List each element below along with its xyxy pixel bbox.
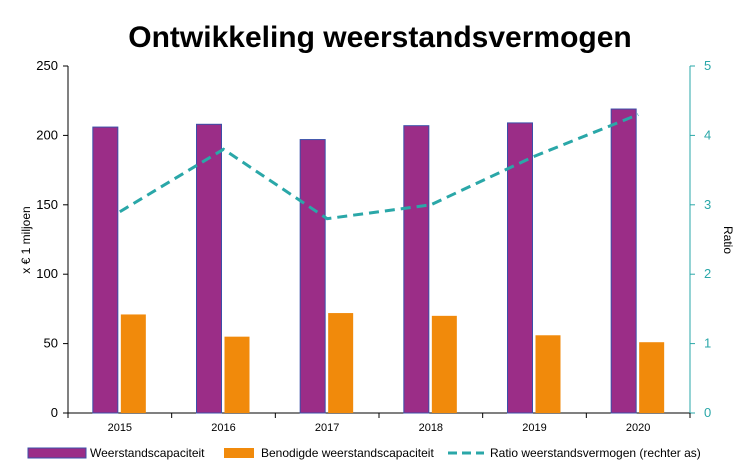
y2-tick-label: 5 <box>704 58 711 73</box>
y-tick-label: 250 <box>36 58 58 73</box>
x-tick-label: 2017 <box>315 422 339 434</box>
y-tick-label: 150 <box>36 197 58 212</box>
bar-weerstandscapaciteit <box>610 108 637 414</box>
y-tick-label: 0 <box>51 405 58 420</box>
y-axis-label: x € 1 miljoen <box>19 206 33 273</box>
bar-weerstandscapaciteit <box>299 139 326 414</box>
x-tick-label: 2015 <box>108 422 132 434</box>
y-tick-label: 200 <box>36 127 58 142</box>
y2-tick-label: 2 <box>704 266 711 281</box>
bar-benodigde-weerstandscapaciteit <box>224 336 250 413</box>
x-tick-label: 2016 <box>211 422 235 434</box>
bar-weerstandscapaciteit <box>92 126 119 414</box>
y2-tick-label: 4 <box>704 127 711 142</box>
bar-benodigde-weerstandscapaciteit <box>639 342 665 413</box>
y-tick-label: 100 <box>36 266 58 281</box>
bar-weerstandscapaciteit <box>507 122 533 414</box>
y2-tick-label: 1 <box>704 336 711 351</box>
bar-benodigde-weerstandscapaciteit <box>535 335 561 413</box>
y-tick-label: 50 <box>44 336 58 351</box>
bar-benodigde-weerstandscapaciteit <box>120 314 146 413</box>
legend-label-benodigde: Benodigde weerstandscapaciteit <box>261 446 434 460</box>
legend: Weerstandscapaciteit Benodigde weerstand… <box>27 446 701 460</box>
chart-title: Ontwikkeling weerstandsvermogen <box>128 21 631 54</box>
legend-swatch-weerstandscapaciteit <box>27 447 87 459</box>
legend-label-ratio: Ratio weerstandsvermogen (rechter as) <box>490 446 701 460</box>
legend-label-weerstandscapaciteit: Weerstandscapaciteit <box>90 446 205 460</box>
bar-weerstandscapaciteit <box>403 125 430 414</box>
line-ratio-weerstandsvermogen <box>119 113 639 221</box>
x-tick-label: 2018 <box>419 422 443 434</box>
y2-tick-label: 3 <box>704 197 711 212</box>
y2-tick-label: 0 <box>704 405 711 420</box>
bar-benodigde-weerstandscapaciteit <box>328 313 354 413</box>
x-tick-label: 2020 <box>626 422 650 434</box>
bar-benodigde-weerstandscapaciteit <box>431 315 457 413</box>
x-tick-label: 2019 <box>522 422 546 434</box>
plot-area: 0 50 100 150 200 250 0 1 2 3 4 5 2015 2016 2017 2018 201… <box>36 58 711 434</box>
legend-swatch-benodigde <box>224 448 254 458</box>
bar-weerstandscapaciteit <box>196 123 222 414</box>
y2-axis-label: Ratio <box>721 226 735 254</box>
